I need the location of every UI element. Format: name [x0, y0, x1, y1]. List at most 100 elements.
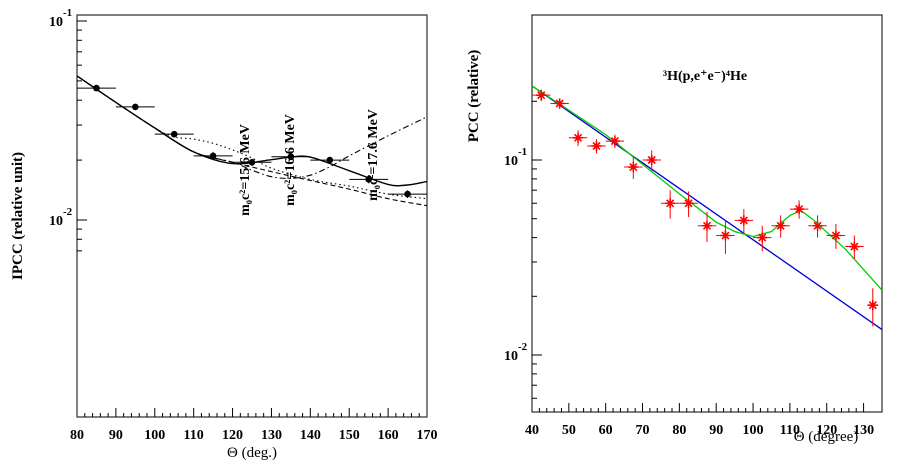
left-x-tick-label-160: 160 [378, 428, 399, 443]
left-x-tick-label-80: 80 [70, 428, 84, 443]
left-marker [132, 103, 139, 111]
right-x-tick-label-130: 130 [853, 423, 874, 438]
right-star-marker [609, 136, 620, 147]
right-star-marker [683, 198, 694, 209]
right-star-marker [849, 241, 860, 252]
left-y-tick-label-0: 10 [49, 15, 63, 30]
annotation-16-6-mev: m₀c²=16.6 MeV [283, 114, 298, 206]
left-data-point [388, 190, 427, 198]
right-x-tick-label-80: 80 [672, 423, 686, 438]
right-x-ticks: 40 50 60 70 80 90 100 110 120 130 [525, 403, 874, 438]
left-points [77, 84, 427, 198]
right-star-marker [573, 132, 584, 143]
left-frame [76, 14, 428, 418]
right-data-point [679, 191, 698, 218]
left-x-tick-label-120: 120 [222, 428, 243, 443]
right-star-marker [830, 230, 841, 241]
left-x-axis-label: Θ (deg.) [227, 445, 277, 461]
right-star-marker [794, 204, 805, 215]
left-data-point [77, 84, 116, 92]
left-y-tick-exponent-1: -2 [63, 206, 73, 218]
left-x-tick-label-140: 140 [300, 428, 321, 443]
left-curve-dotted [76, 75, 428, 200]
left-curve-dash-dot [76, 75, 428, 179]
left-marker [248, 158, 256, 166]
right-x-tick-label-100: 100 [743, 423, 764, 438]
right-y-tick-label-0: 10 [504, 154, 518, 169]
right-star-marker [720, 230, 731, 241]
left-x-tick-label-130: 130 [261, 428, 282, 443]
left-data-point [310, 156, 350, 164]
left-data-point [193, 151, 233, 161]
right-x-tick-label-50: 50 [562, 423, 576, 438]
right-data-point [867, 288, 879, 327]
right-data-point [808, 215, 827, 238]
right-data-point [568, 130, 588, 146]
right-star-marker [812, 220, 823, 231]
left-marker [287, 153, 295, 161]
right-frame [531, 14, 883, 413]
right-data-point [826, 223, 846, 249]
right-data-point [789, 200, 809, 219]
right-data-point [845, 235, 864, 260]
right-data-point [771, 215, 790, 238]
right-x-tick-label-60: 60 [599, 423, 613, 438]
right-data-point [605, 134, 625, 149]
left-y-tick-label-1: 10 [49, 214, 63, 229]
right-points [532, 89, 879, 327]
right-y-tick-exponent-1: -2 [518, 341, 528, 353]
right-star-marker [554, 98, 565, 109]
right-chart-title: ³H(p,e⁺e⁻)⁴He [663, 69, 747, 84]
left-marker [404, 190, 411, 198]
right-data-point [753, 225, 772, 252]
right-star-marker [867, 300, 878, 311]
right-data-point [532, 89, 551, 102]
left-marker [93, 84, 100, 92]
right-data-point [716, 220, 735, 254]
annotation-17-6-mev: m₀c²=17.6 MeV [366, 109, 381, 201]
right-star-marker [646, 155, 657, 165]
left-data-point [271, 153, 311, 161]
right-star-marker [702, 220, 712, 231]
left-data-point [232, 158, 272, 166]
left-data-point [154, 130, 194, 138]
left-data-point [115, 103, 155, 111]
left-x-tick-label-170: 170 [417, 428, 438, 443]
right-data-point [734, 209, 754, 234]
left-y-axis-label: IPCC (relative unit) [10, 152, 26, 280]
right-star-marker [775, 220, 786, 231]
left-curves [76, 75, 428, 207]
right-data-point [587, 139, 606, 154]
left-marker [209, 152, 217, 160]
right-star-marker [757, 232, 768, 243]
right-curves [531, 85, 883, 331]
right-data-point [660, 190, 680, 219]
left-x-tick-label-90: 90 [109, 428, 123, 443]
right-x-tick-label-110: 110 [780, 423, 800, 438]
left-x-tick-label-150: 150 [339, 428, 360, 443]
left-marker [365, 176, 372, 183]
right-x-axis-label: Θ (degree) [794, 429, 859, 445]
left-panel: 80 90 100 110 120 130 140 150 160 170 10-110-2 Θ … [10, 7, 438, 461]
right-data-point [697, 212, 717, 242]
left-marker [326, 156, 334, 164]
right-star-marker [738, 215, 749, 226]
left-marker [170, 130, 178, 138]
right-data-point [624, 156, 643, 179]
right-y-tick-exponent-0: -1 [518, 146, 527, 158]
right-star-marker [591, 140, 602, 151]
left-x-tick-label-100: 100 [144, 428, 165, 443]
left-x-ticks: 80 90 100 110 120 130 140 150 160 170 [70, 408, 438, 443]
left-y-tick-exponent-0: -1 [63, 7, 72, 19]
right-y-axis-label: PCC (relative) [466, 50, 482, 143]
right-x-tick-label-40: 40 [525, 423, 539, 438]
right-star-marker [536, 90, 547, 101]
right-data-point [642, 150, 661, 171]
left-data-point [349, 175, 389, 184]
right-y-ticks: 10-110-2 [504, 100, 542, 399]
left-x-tick-label-110: 110 [184, 428, 204, 443]
right-data-point [550, 98, 569, 109]
right-y-tick-label-1: 10 [504, 349, 518, 364]
